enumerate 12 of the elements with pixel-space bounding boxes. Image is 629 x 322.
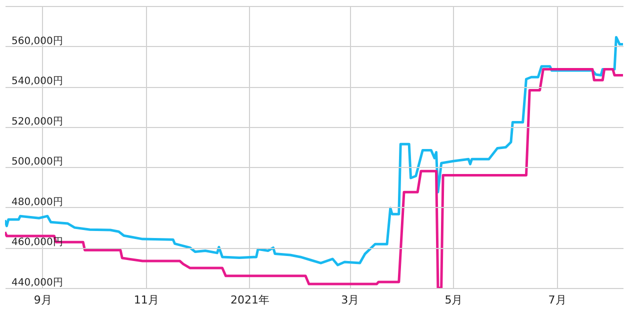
- x-tick-label: 9月: [34, 294, 52, 306]
- x-tick-label: 3月: [341, 294, 360, 306]
- y-tick-label: 520,000円: [12, 116, 63, 128]
- y-tick-label: 500,000円: [12, 156, 63, 168]
- y-tick-label: 560,000円: [12, 36, 63, 47]
- x-tick-label: 11月: [134, 294, 159, 306]
- y-tick-label: 540,000円: [12, 76, 63, 88]
- y-tick-label: 480,000円: [12, 196, 63, 208]
- x-tick-label: 2021年: [230, 294, 270, 306]
- x-tick-label: 7月: [548, 294, 566, 306]
- x-tick-label: 5月: [444, 294, 463, 306]
- y-tick-label: 440,000円: [12, 278, 63, 288]
